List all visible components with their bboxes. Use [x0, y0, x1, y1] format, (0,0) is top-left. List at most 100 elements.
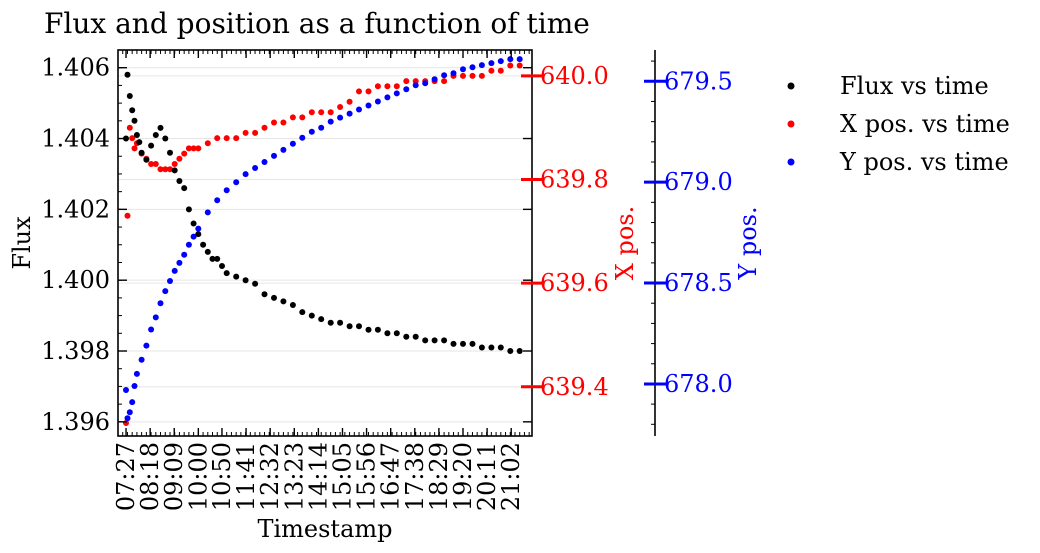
- data-point: [507, 62, 514, 69]
- data-point: [133, 370, 140, 377]
- data-point: [214, 255, 221, 262]
- data-point: [171, 267, 178, 274]
- x-tick-label: 08:18: [136, 442, 164, 511]
- x-tick-label: 20:11: [473, 442, 501, 511]
- data-point: [365, 102, 372, 109]
- y-pos-tick-label: 679.0: [664, 168, 733, 196]
- data-point: [450, 340, 457, 347]
- data-point: [242, 277, 249, 284]
- data-point: [129, 107, 136, 114]
- data-point: [393, 330, 400, 337]
- data-point: [488, 67, 495, 74]
- flux-tick-label: 1.406: [41, 54, 110, 82]
- legend: Flux vs time X pos. vs time Y pos. vs time: [787, 72, 1010, 176]
- data-point: [356, 106, 362, 113]
- data-point: [171, 161, 178, 167]
- x-tick-label: 18:29: [425, 442, 453, 511]
- flux-tick-label: 1.396: [41, 408, 110, 436]
- data-point: [152, 161, 159, 167]
- series-layer: [123, 56, 523, 426]
- data-point: [148, 326, 155, 333]
- data-point: [143, 156, 150, 163]
- data-point: [469, 64, 476, 71]
- data-point: [162, 288, 169, 295]
- data-point: [223, 135, 230, 142]
- y-pos-tick-label: 678.0: [664, 370, 733, 398]
- series-flux: [123, 71, 523, 354]
- data-point: [171, 167, 178, 174]
- data-point: [384, 330, 391, 337]
- data-point: [138, 149, 145, 156]
- data-point: [143, 342, 150, 349]
- data-point: [507, 348, 514, 354]
- x-pos-axis-label: X pos.: [611, 206, 639, 280]
- data-point: [403, 78, 410, 85]
- data-point: [299, 114, 306, 121]
- series-ypos: [123, 56, 523, 422]
- x-pos-tick-label: 640.0: [540, 62, 609, 90]
- data-point: [252, 165, 259, 171]
- data-point: [469, 72, 476, 79]
- data-point: [176, 178, 183, 184]
- grid: [118, 67, 532, 423]
- data-point: [167, 166, 173, 173]
- data-point: [460, 340, 466, 347]
- x-tick-label: 16:47: [377, 442, 405, 511]
- data-point: [289, 140, 296, 147]
- data-point: [252, 280, 259, 287]
- data-point: [185, 241, 192, 248]
- data-point: [138, 356, 145, 363]
- data-point: [460, 72, 466, 79]
- data-point: [152, 132, 159, 138]
- flux-tick-label: 1.404: [41, 125, 110, 153]
- data-point: [318, 316, 325, 323]
- x-tick-label: 19:20: [449, 442, 477, 511]
- data-point: [195, 231, 202, 238]
- y-pos-tick-label: 679.5: [664, 67, 733, 95]
- legend-label: Flux vs time: [840, 72, 989, 100]
- x-tick-label: 15:05: [329, 442, 357, 511]
- data-point: [223, 187, 230, 194]
- flux-tick-label: 1.402: [41, 195, 110, 223]
- data-point: [516, 62, 523, 69]
- data-point: [167, 149, 173, 156]
- data-point: [181, 150, 188, 157]
- data-point: [374, 83, 381, 90]
- data-point: [280, 119, 287, 126]
- data-point: [516, 56, 523, 63]
- flux-axis-label: Flux: [8, 216, 36, 270]
- x-axis-label: Timestamp: [257, 515, 392, 543]
- data-point: [214, 135, 221, 142]
- data-point: [497, 344, 504, 351]
- x-axis: 07:2708:1809:0910:0010:5011:4112:3213:23…: [112, 50, 530, 511]
- flux-axis: 1.396 1.398 1.400 1.402 1.404 1.406: [41, 54, 532, 436]
- data-point: [337, 114, 344, 121]
- data-point: [318, 109, 325, 116]
- data-point: [148, 161, 155, 167]
- x-tick-label: 11:41: [232, 442, 260, 511]
- data-point: [365, 88, 372, 95]
- data-point: [204, 248, 211, 255]
- data-point: [346, 98, 353, 105]
- data-point: [157, 300, 164, 307]
- data-point: [460, 66, 466, 73]
- data-point: [129, 399, 136, 406]
- data-point: [441, 78, 448, 85]
- y-pos-axis-label: Y pos.: [734, 206, 762, 280]
- chart-title: Flux and position as a function of time: [44, 7, 590, 40]
- data-point: [412, 82, 419, 89]
- data-point: [157, 166, 164, 173]
- plot-frame: [117, 49, 533, 437]
- data-point: [478, 344, 485, 351]
- x-pos-tick-label: 639.6: [540, 269, 609, 297]
- flux-tick-label: 1.398: [41, 337, 110, 365]
- data-point: [441, 337, 448, 344]
- data-point: [129, 135, 136, 142]
- data-point: [441, 72, 448, 79]
- data-point: [185, 206, 192, 213]
- data-point: [204, 140, 211, 147]
- data-point: [242, 129, 249, 136]
- data-point: [219, 263, 225, 269]
- data-point: [384, 83, 391, 90]
- data-point: [261, 124, 268, 131]
